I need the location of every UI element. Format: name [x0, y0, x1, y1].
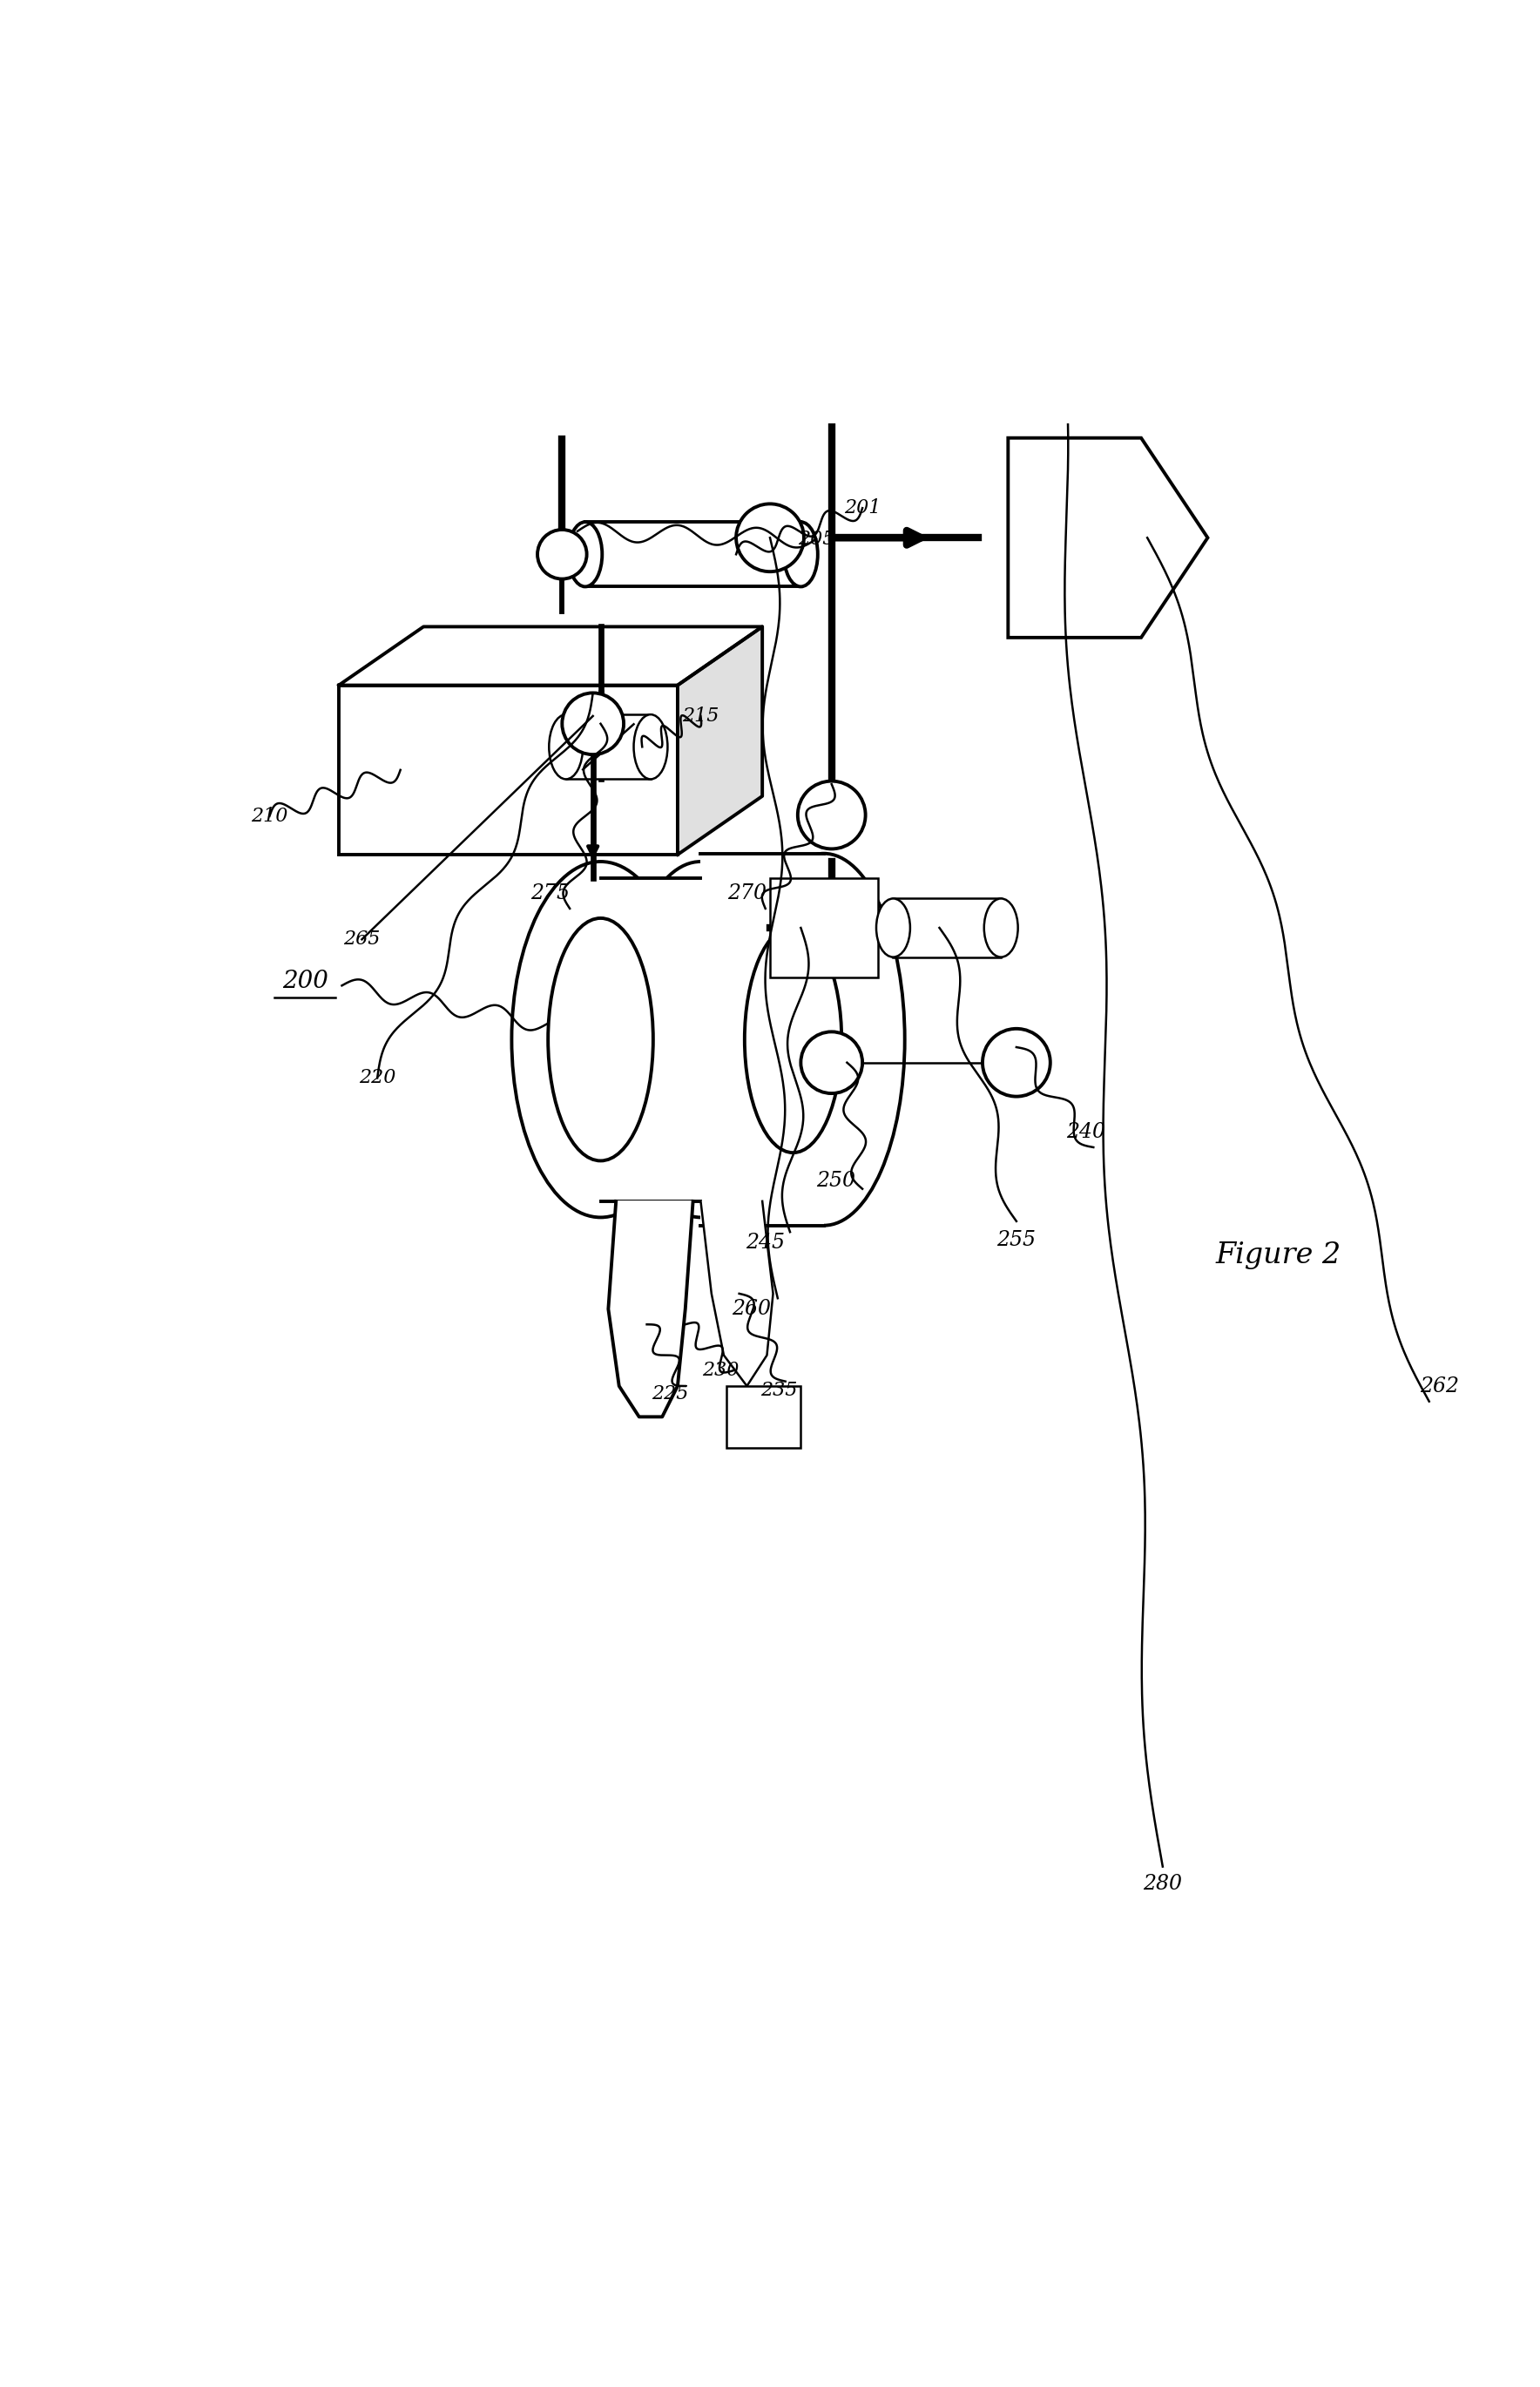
Text: 210: 210 [251, 807, 288, 826]
Text: 215: 215 [682, 707, 719, 726]
Text: 275: 275 [530, 883, 570, 902]
Circle shape [736, 504, 804, 570]
Ellipse shape [634, 714, 668, 778]
Circle shape [562, 692, 624, 754]
Bar [585, 523, 801, 587]
Polygon shape [970, 38, 1169, 236]
Ellipse shape [619, 862, 781, 1217]
Circle shape [983, 1029, 1050, 1096]
Ellipse shape [745, 926, 841, 1153]
Ellipse shape [984, 898, 1018, 957]
Text: 260: 260 [732, 1299, 772, 1320]
Text: 250: 250 [816, 1172, 856, 1191]
Bar [727, 1387, 801, 1447]
Ellipse shape [511, 862, 690, 1217]
Ellipse shape [744, 855, 904, 1225]
Bar [339, 685, 678, 855]
Ellipse shape [784, 523, 818, 587]
Bar [770, 878, 878, 979]
Text: 201: 201 [844, 499, 881, 518]
Bar [701, 855, 824, 1225]
Text: 245: 245 [745, 1232, 785, 1253]
Circle shape [537, 530, 587, 580]
Circle shape [801, 1031, 862, 1093]
Bar [893, 898, 1001, 957]
Text: 270: 270 [727, 883, 767, 902]
Text: 230: 230 [702, 1361, 739, 1380]
Text: 280: 280 [1143, 1874, 1183, 1893]
Circle shape [798, 781, 865, 850]
Text: 220: 220 [359, 1069, 396, 1088]
Ellipse shape [548, 714, 582, 778]
Text: 240: 240 [1066, 1122, 1106, 1141]
Ellipse shape [548, 919, 653, 1160]
Text: 265: 265 [343, 931, 380, 950]
Text: Figure 2: Figure 2 [1215, 1241, 1341, 1270]
Bar [567, 714, 650, 778]
Ellipse shape [876, 898, 910, 957]
Polygon shape [608, 1201, 693, 1418]
Polygon shape [1009, 437, 1207, 637]
Bar [601, 878, 701, 1201]
Text: 205: 205 [798, 530, 835, 549]
Polygon shape [701, 1201, 773, 1387]
Polygon shape [678, 628, 762, 855]
Text: 200: 200 [282, 969, 328, 993]
Ellipse shape [568, 523, 602, 587]
Text: 225: 225 [651, 1384, 688, 1404]
Polygon shape [339, 628, 762, 685]
Text: 262: 262 [1420, 1375, 1460, 1396]
Text: 255: 255 [996, 1229, 1036, 1251]
Text: 235: 235 [761, 1382, 798, 1401]
